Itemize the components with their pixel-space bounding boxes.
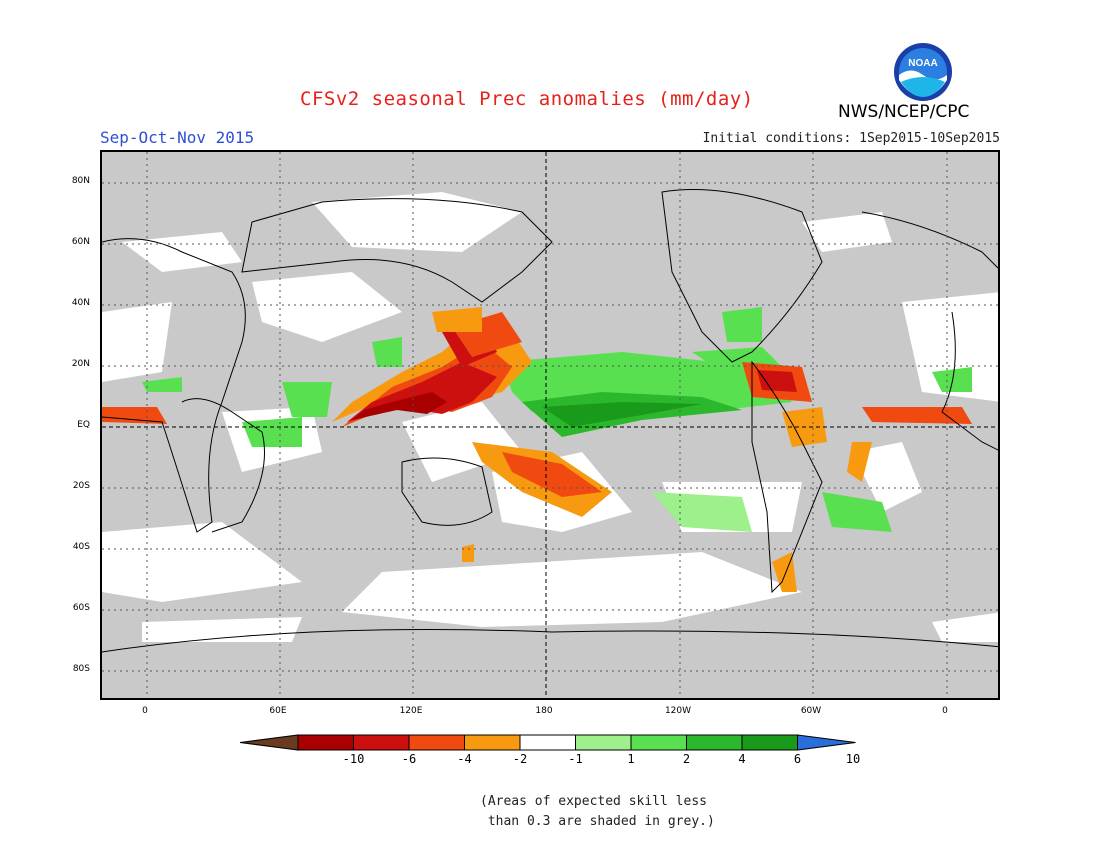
colorbar-swatch (741, 734, 798, 751)
colorbar-arrow-low (240, 734, 299, 751)
colorbar-tick-label: -10 (342, 752, 365, 766)
colorbar-tick-label: 1 (627, 752, 635, 766)
colorbar-tick-label: 2 (682, 752, 691, 766)
lat-label: 20N (71, 359, 90, 369)
colorbar-tick-label: 4 (738, 752, 746, 766)
negative-anomaly-regions (102, 307, 972, 592)
colorbar-swatch (630, 734, 687, 751)
colorbar-swatch (519, 734, 576, 751)
footnote: (Areas of expected skill less than 0.3 a… (480, 794, 715, 829)
colorbar-arrow-high (797, 734, 856, 751)
colorbar-swatch (297, 734, 354, 751)
colorbar-tick-label: -2 (512, 752, 528, 766)
colorbar-swatch (464, 734, 521, 751)
equator-and-dateline (102, 152, 998, 698)
colorbar-swatch (353, 734, 410, 751)
lon-label: 0 (942, 706, 948, 716)
initial-conditions-label: Initial conditions: 1Sep2015-10Sep2015 (702, 131, 1000, 146)
colorbar-swatch (575, 734, 632, 751)
lon-label: 60E (269, 706, 287, 716)
graticule (102, 152, 998, 698)
lat-label: 60N (71, 237, 90, 247)
lon-label: 120E (399, 706, 423, 716)
colorbar-swatch (686, 734, 743, 751)
lat-label: 80N (71, 176, 90, 186)
lat-label: EQ (77, 420, 90, 430)
colorbar-tick-label: -6 (401, 752, 417, 766)
lon-label: 0 (142, 706, 148, 716)
noaa-logo: NOAA (894, 43, 952, 101)
colorbar-tick-label: -1 (568, 752, 583, 766)
lat-label: 80S (72, 664, 90, 674)
positive-anomaly-regions (142, 307, 972, 532)
colorbar (240, 734, 856, 751)
colorbar-tick-label: 10 (845, 752, 861, 766)
map-title: CFSv2 seasonal Prec anomalies (mm/day) (300, 88, 754, 110)
season-label: Sep-Oct-Nov 2015 (100, 128, 255, 147)
colorbar-tick-label: -4 (457, 752, 472, 766)
colorbar-swatch (408, 734, 465, 751)
lat-label: 40N (71, 298, 90, 308)
lat-label: 40S (72, 542, 90, 552)
lat-label: 60S (72, 603, 90, 613)
map-area (100, 150, 1000, 700)
logo-text: NOAA (908, 58, 937, 69)
agency-label: NWS/NCEP/CPC (838, 102, 970, 122)
coastlines (102, 189, 998, 653)
lon-label: 60W (800, 706, 822, 716)
lon-label: 120W (664, 706, 692, 716)
lon-label: 180 (535, 706, 553, 716)
colorbar-tick-label: 6 (793, 752, 802, 766)
lat-label: 20S (72, 481, 90, 491)
